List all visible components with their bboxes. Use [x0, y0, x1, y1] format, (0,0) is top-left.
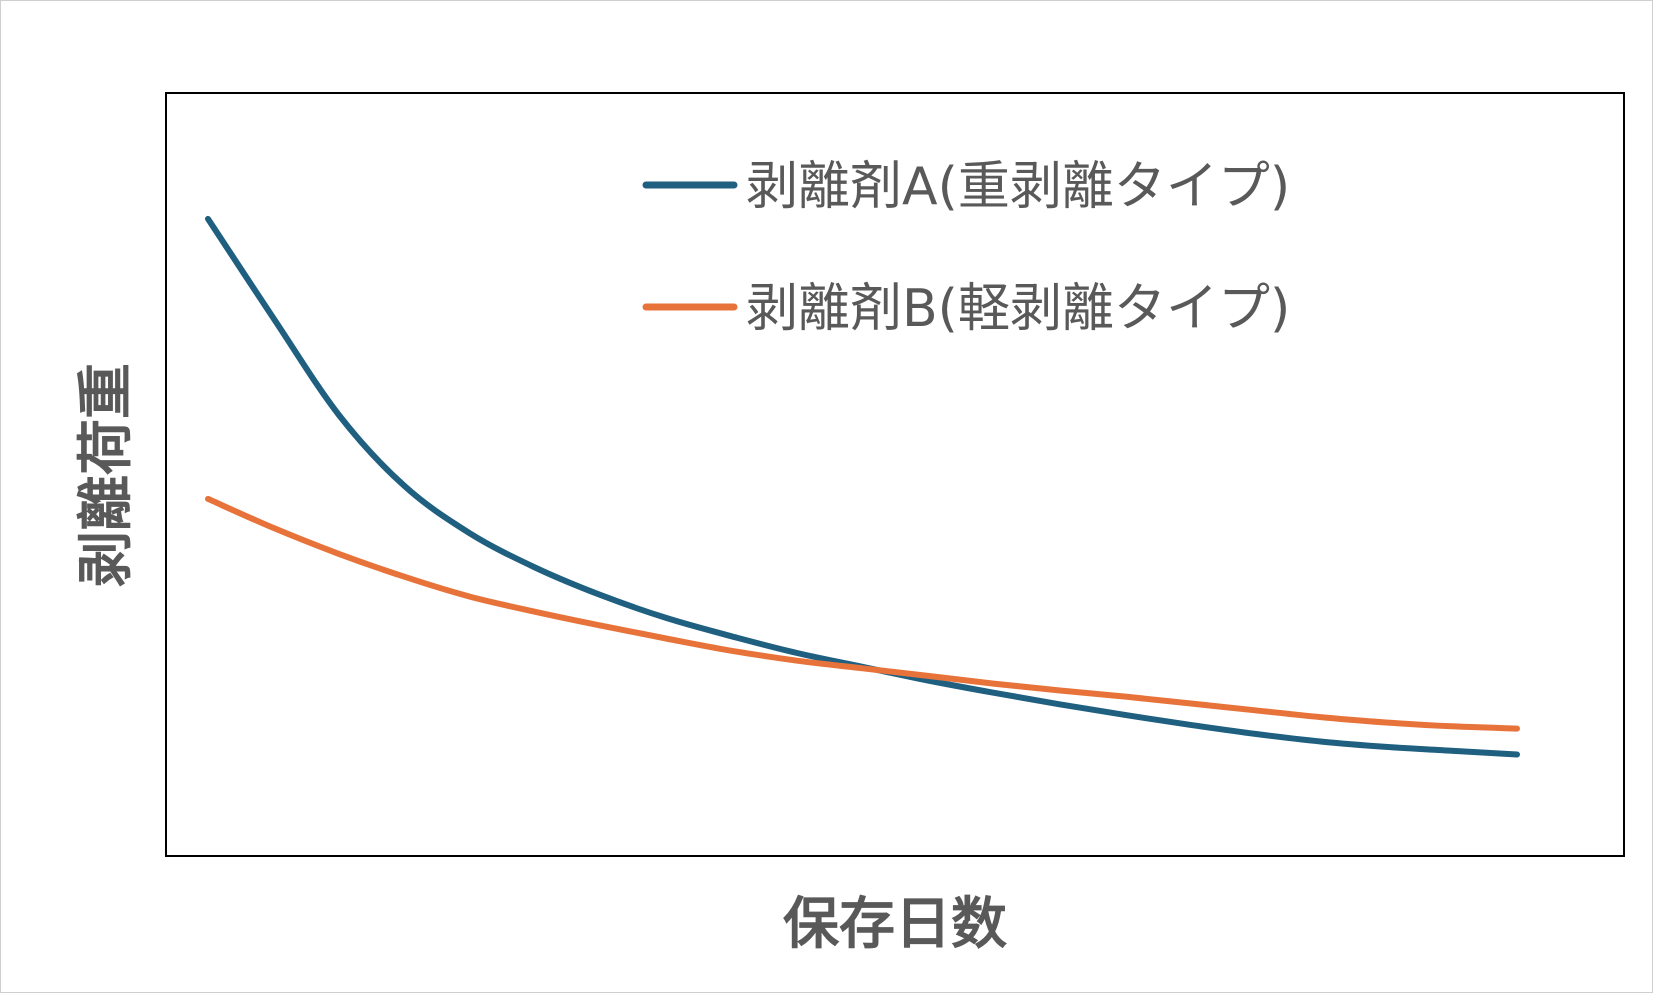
legend-label-series-b: 剥離剤B(軽剥離タイプ) [746, 279, 1290, 339]
y-axis-title: 剥離荷重 [74, 363, 139, 587]
x-axis-title: 保存日数 [783, 892, 1007, 957]
plot-area [165, 92, 1625, 857]
series-b-line [205, 495, 1520, 732]
legend: 剥離剤A(重剥離タイプ) 剥離剤B(軽剥離タイプ) [642, 157, 1290, 339]
series-layer [205, 215, 1520, 758]
legend-label-series-a: 剥離剤A(重剥離タイプ) [746, 157, 1290, 217]
